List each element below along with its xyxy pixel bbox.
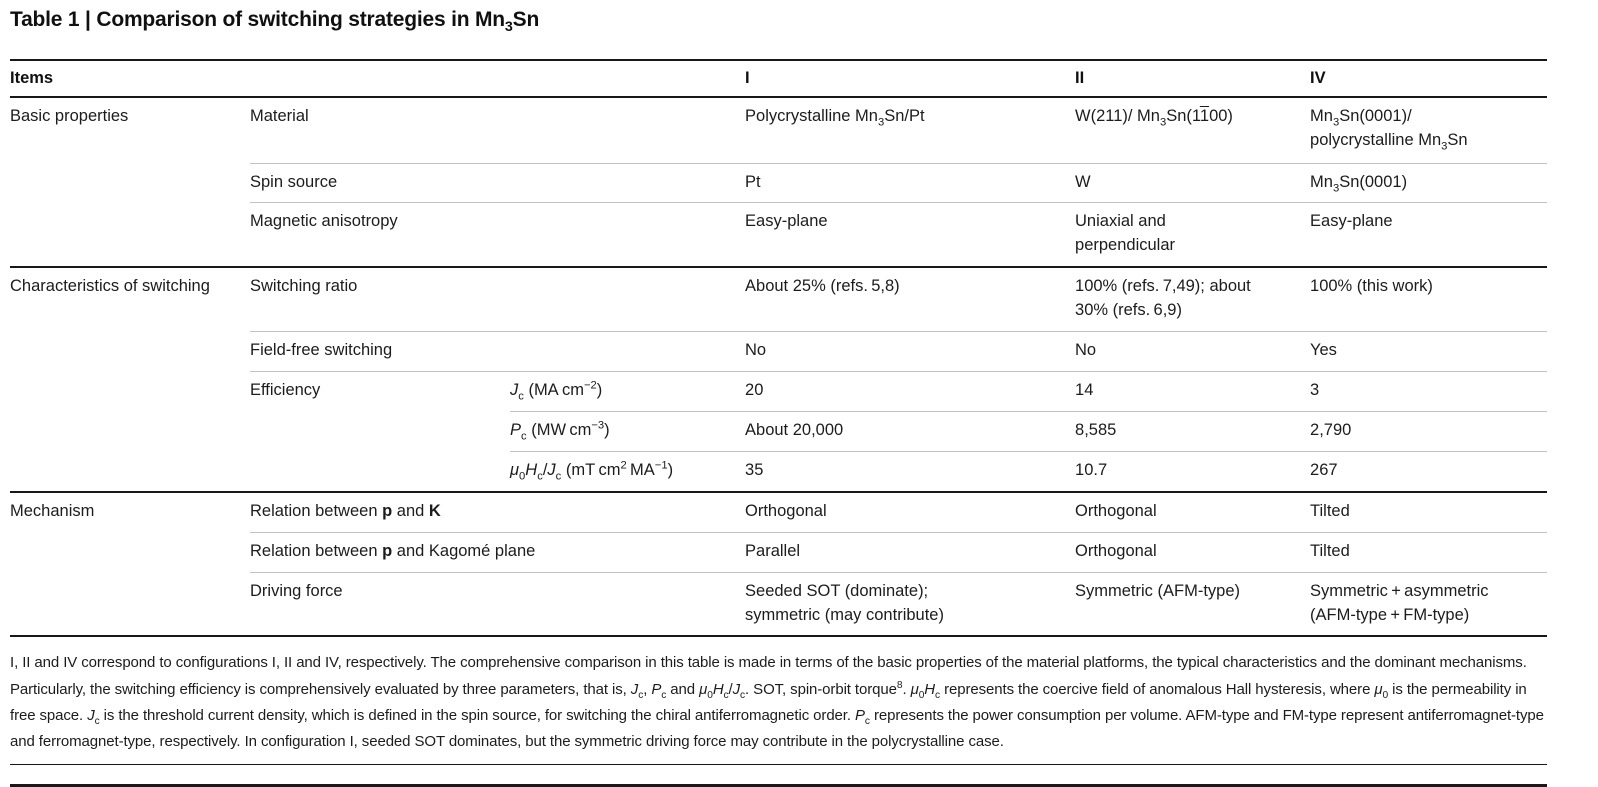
paper-table-figure: Table 1 | Comparison of switching strate…: [10, 8, 1548, 787]
group-cell-characteristics-of-switching: Characteristics of switching: [10, 267, 250, 493]
cell-pc-config-ii: 8,585: [1075, 411, 1311, 452]
table-row-relation-p-k: Mechanism Relation between p and K Ortho…: [10, 491, 1548, 638]
row-label-material: Material: [250, 97, 746, 164]
cell-switching-ratio-config-i: About 25% (refs. 5,8): [745, 267, 1076, 333]
table-row-switching-ratio: Characteristics of switching Switching r…: [10, 267, 1548, 493]
row-label-efficiency: Efficiency: [250, 371, 510, 493]
table-row-efficiency-hc-jc: μ0Hc/Jc (mT cm2 MA−1) 35 10.7 267: [10, 451, 1548, 493]
cell-field-free-config-ii: No: [1075, 331, 1311, 373]
table-row-spin-source: Spin source Pt W Mn3Sn(0001): [10, 163, 1548, 204]
table-row-field-free-switching: Field-free switching No No Yes: [10, 331, 1548, 373]
cell-magnetic-anisotropy-config-ii: Uniaxial and perpendicular: [1075, 202, 1311, 269]
cell-hc-jc-config-ii: 10.7: [1075, 451, 1311, 493]
cell-pc-config-i: About 20,000: [745, 411, 1076, 452]
param-label-hc-jc: μ0Hc/Jc (mT cm2 MA−1): [510, 451, 746, 493]
cell-material-config-i: Polycrystalline Mn3Sn/Pt: [745, 97, 1076, 164]
bottom-rule: [10, 783, 1547, 787]
table-row-efficiency-jc: Efficiency Jc (MA cm−2) 20 14 3: [10, 371, 1548, 493]
cell-material-config-ii: W(211)/ Mn3Sn(1100): [1075, 97, 1311, 164]
cell-field-free-config-iv: Yes: [1310, 331, 1548, 373]
column-header-config-ii: II: [1075, 60, 1311, 98]
cell-hc-jc-config-iv: 267: [1310, 451, 1548, 493]
cell-pc-config-iv: 2,790: [1310, 411, 1548, 452]
cell-switching-ratio-config-iv: 100% (this work): [1310, 267, 1548, 333]
cell-spin-source-config-ii: W: [1075, 163, 1311, 204]
comparison-table: Items I II IV Basic properties Material …: [10, 59, 1548, 638]
group-cell-mechanism: Mechanism: [10, 491, 250, 638]
column-header-config-iv: IV: [1310, 60, 1548, 98]
table-row-material: Basic properties Material Polycrystallin…: [10, 97, 1548, 269]
cell-spin-source-config-iv: Mn3Sn(0001): [1310, 163, 1548, 204]
cell-field-free-config-i: No: [745, 331, 1076, 373]
row-label-relation-p-kagome: Relation between p and Kagomé plane: [250, 532, 746, 573]
cell-relation-p-k-config-ii: Orthogonal: [1075, 491, 1311, 533]
table-row-driving-force: Driving force Seeded SOT (dominate); symm…: [10, 572, 1548, 638]
cell-driving-force-config-i: Seeded SOT (dominate); symmetric (may con…: [745, 572, 1076, 638]
cell-relation-p-k-config-i: Orthogonal: [745, 491, 1076, 533]
column-header-items: Items: [10, 60, 746, 98]
row-label-driving-force: Driving force: [250, 572, 746, 638]
cell-spin-source-config-i: Pt: [745, 163, 1076, 204]
param-label-jc: Jc (MA cm−2): [510, 371, 746, 412]
row-label-switching-ratio: Switching ratio: [250, 267, 746, 333]
row-label-magnetic-anisotropy: Magnetic anisotropy: [250, 202, 746, 269]
cell-switching-ratio-config-ii: 100% (refs. 7,49); about 30% (refs. 6,9): [1075, 267, 1311, 333]
cell-magnetic-anisotropy-config-iv: Easy-plane: [1310, 202, 1548, 269]
table-row-efficiency-pc: Pc (MW cm−3) About 20,000 8,585 2,790: [10, 411, 1548, 452]
cell-hc-jc-config-i: 35: [745, 451, 1076, 493]
cell-relation-p-kagome-config-i: Parallel: [745, 532, 1076, 573]
table-row-magnetic-anisotropy: Magnetic anisotropy Easy-plane Uniaxial …: [10, 202, 1548, 269]
cell-relation-p-kagome-config-ii: Orthogonal: [1075, 532, 1311, 573]
param-label-pc: Pc (MW cm−3): [510, 411, 746, 452]
cell-jc-config-i: 20: [745, 371, 1076, 412]
footnote-divider: [10, 763, 1547, 765]
row-label-relation-p-k: Relation between p and K: [250, 491, 746, 533]
table-header-row: Items I II IV: [10, 60, 1548, 98]
cell-jc-config-ii: 14: [1075, 371, 1311, 412]
cell-driving-force-config-ii: Symmetric (AFM-type): [1075, 572, 1311, 638]
table-title: Table 1 | Comparison of switching strate…: [10, 8, 540, 36]
table-footnote: I, II and IV correspond to configuration…: [10, 654, 1544, 750]
cell-relation-p-k-config-iv: Tilted: [1310, 491, 1548, 533]
cell-driving-force-config-iv: Symmetric + asymmetric (AFM-type + FM-typ…: [1310, 572, 1548, 638]
group-cell-basic-properties: Basic properties: [10, 97, 250, 269]
row-label-spin-source: Spin source: [250, 163, 746, 204]
row-label-field-free-switching: Field-free switching: [250, 331, 746, 373]
cell-jc-config-iv: 3: [1310, 371, 1548, 412]
column-header-config-i: I: [745, 60, 1076, 98]
cell-magnetic-anisotropy-config-i: Easy-plane: [745, 202, 1076, 269]
cell-relation-p-kagome-config-iv: Tilted: [1310, 532, 1548, 573]
table-row-relation-p-kagome: Relation between p and Kagomé plane Para…: [10, 532, 1548, 573]
cell-material-config-iv: Mn3Sn(0001)/polycrystalline Mn3Sn: [1310, 97, 1548, 164]
